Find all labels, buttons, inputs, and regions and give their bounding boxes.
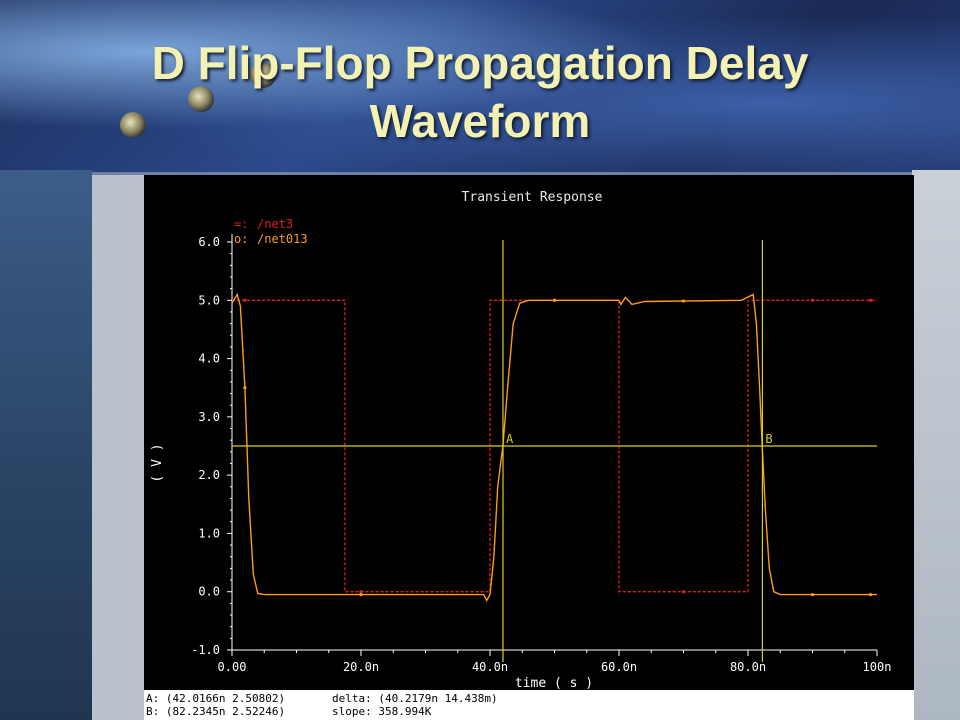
chart-axes: -1.0 0.0 1.0 2.0 3.0 4.0 5.0 6.0 0.00 20.0n 40.0n 6… — [191, 234, 891, 674]
series-point-marker — [243, 386, 247, 390]
background-left-panel — [0, 170, 92, 720]
series-point-marker — [552, 298, 557, 302]
x-tick-label: 100n — [863, 660, 892, 674]
y-tick-label: 0.0 — [198, 585, 220, 599]
x-tick-label: 0.00 — [218, 660, 247, 674]
x-axis-label: time ( s ) — [515, 676, 593, 690]
page-title: D Flip-Flop Propagation Delay Waveform — [0, 34, 960, 150]
series-point-marker — [810, 298, 815, 302]
page-title-line-1: D Flip-Flop Propagation Delay — [151, 37, 809, 89]
waveform-viewer: Transient Response =: /net3 o: /net013 (… — [144, 175, 914, 720]
cursor-label-a: A — [506, 432, 514, 446]
page-title-line-2: Waveform — [369, 95, 591, 147]
y-tick-label: -1.0 — [191, 643, 220, 657]
marker-b-readout: B: (82.2345n 2.52246) — [146, 705, 286, 718]
x-tick-label: 40.0n — [472, 660, 508, 674]
y-tick-label: 4.0 — [198, 352, 220, 366]
series-point-marker — [681, 299, 686, 303]
cursor-label-b: B — [765, 432, 772, 446]
series-point-marker — [868, 298, 873, 302]
slope-readout: slope: 358.994K — [332, 705, 432, 718]
series-point-marker — [243, 298, 247, 302]
y-tick-label: 1.0 — [198, 526, 220, 540]
legend-label-net3: /net3 — [257, 217, 293, 231]
legend-label-net013: /net013 — [257, 232, 308, 246]
title-banner: D Flip-Flop Propagation Delay Waveform — [0, 0, 960, 175]
y-tick-label: 2.0 — [198, 468, 220, 482]
chart-title: Transient Response — [462, 190, 603, 205]
y-tick-label: 5.0 — [198, 293, 220, 307]
series-line-net013 — [231, 292, 877, 602]
series-point-marker — [868, 593, 873, 597]
delta-readout: delta: (40.2179n 14.438m) — [332, 692, 498, 705]
x-tick-label: 20.0n — [343, 660, 379, 674]
y-tick-label: 6.0 — [198, 235, 220, 249]
x-tick-label: 80.0n — [730, 660, 766, 674]
series-point-marker — [359, 593, 363, 597]
background-right-panel — [912, 170, 960, 720]
series-point-marker — [810, 593, 815, 597]
marker-a-readout: A: (42.0166n 2.50802) — [146, 692, 286, 705]
legend-marker-net3: =: — [234, 217, 248, 231]
circuit-dot-decoration — [250, 62, 276, 88]
y-axis-label: ( V ) — [150, 443, 165, 482]
transient-response-chart: Transient Response =: /net3 o: /net013 (… — [150, 190, 891, 690]
series-point-marker — [359, 590, 363, 594]
cursor-readout-panel: A: (42.0166n 2.50802) B: (82.2345n 2.522… — [144, 690, 914, 720]
chart-series — [231, 292, 877, 602]
circuit-dot-decoration — [120, 112, 146, 138]
y-tick-label: 3.0 — [198, 410, 220, 424]
legend-marker-net013: o: — [234, 232, 248, 246]
x-tick-label: 60.0n — [601, 660, 637, 674]
series-point-marker — [681, 590, 686, 594]
circuit-dot-decoration — [188, 86, 214, 112]
